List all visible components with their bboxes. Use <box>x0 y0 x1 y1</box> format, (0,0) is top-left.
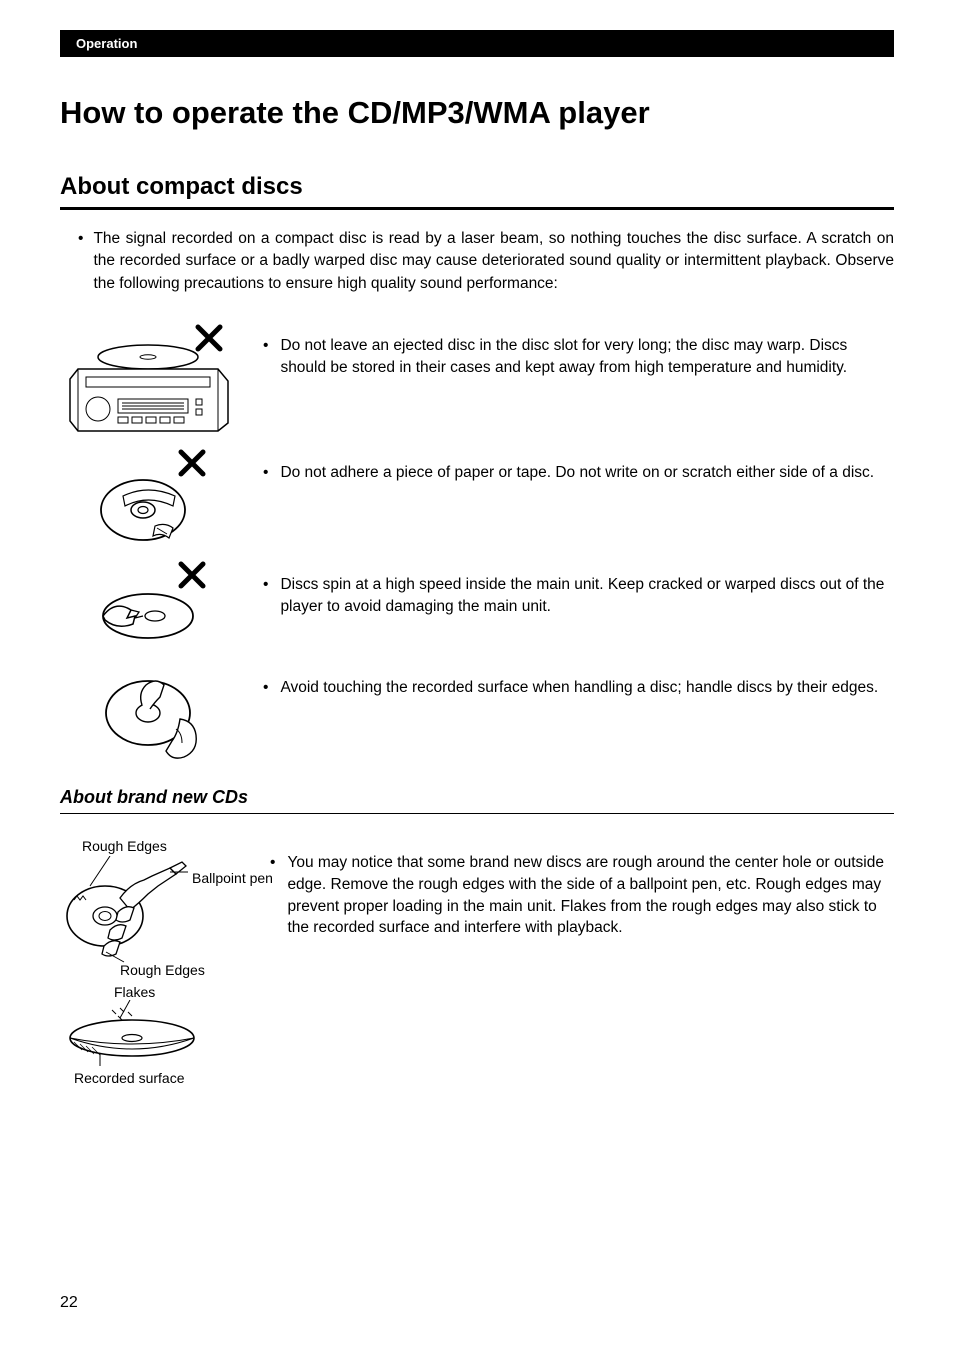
label-rough-top: Rough Edges <box>82 838 270 854</box>
header-bar: Operation <box>60 30 894 57</box>
precaution-row-1: • Do not leave an ejected disc in the di… <box>60 317 894 436</box>
precaution-text-3: • Discs spin at a high speed inside the … <box>245 556 894 617</box>
bullet-dot: • <box>263 574 268 617</box>
disc-hold-icon <box>98 663 208 763</box>
intro-text: The signal recorded on a compact disc is… <box>93 228 894 295</box>
header-section-label: Operation <box>76 36 137 51</box>
illustration-stereo <box>60 317 245 436</box>
new-cd-illustrations: Rough Edges Ballpoin <box>60 838 270 1086</box>
stereo-eject-icon <box>68 321 238 436</box>
label-rough-bottom: Rough Edges <box>120 962 270 978</box>
new-cd-block: Rough Edges Ballpoin <box>60 838 894 1086</box>
item-text-2: Do not adhere a piece of paper or tape. … <box>280 462 874 484</box>
flakes-disc-icon <box>60 1000 210 1070</box>
subsection-heading-newcds: About brand new CDs <box>60 787 894 814</box>
bullet-dot: • <box>263 462 268 484</box>
new-cd-text: • You may notice that some brand new dis… <box>270 838 894 939</box>
precaution-row-3: • Discs spin at a high speed inside the … <box>60 556 894 651</box>
label-recorded: Recorded surface <box>74 1070 270 1086</box>
intro-paragraph: • The signal recorded on a compact disc … <box>60 228 894 295</box>
item-text-1: Do not leave an ejected disc in the disc… <box>280 335 894 378</box>
item-text-4: Avoid touching the recorded surface when… <box>280 677 878 699</box>
new-cd-paragraph: You may notice that some brand new discs… <box>287 852 894 939</box>
disc-tape-icon <box>93 448 213 548</box>
illustration-cracked <box>60 556 245 645</box>
precaution-text-2: • Do not adhere a piece of paper or tape… <box>245 444 894 484</box>
precaution-row-2: • Do not adhere a piece of paper or tape… <box>60 444 894 548</box>
bullet-dot: • <box>263 677 268 699</box>
illustration-tape <box>60 444 245 548</box>
precaution-text-1: • Do not leave an ejected disc in the di… <box>245 317 894 378</box>
label-ballpoint: Ballpoint pen <box>192 870 282 886</box>
page-number: 22 <box>60 1294 78 1312</box>
label-flakes: Flakes <box>114 984 270 1000</box>
illustration-handling <box>60 659 245 763</box>
item-text-3: Discs spin at a high speed inside the ma… <box>280 574 894 617</box>
page-title: How to operate the CD/MP3/WMA player <box>60 95 894 131</box>
disc-cracked-icon <box>93 560 213 645</box>
bullet-dot: • <box>263 335 268 378</box>
precaution-text-4: • Avoid touching the recorded surface wh… <box>245 659 894 699</box>
precaution-row-4: • Avoid touching the recorded surface wh… <box>60 659 894 763</box>
bullet-dot: • <box>78 228 83 295</box>
bullet-dot: • <box>270 852 275 939</box>
section-heading-discs: About compact discs <box>60 173 894 210</box>
